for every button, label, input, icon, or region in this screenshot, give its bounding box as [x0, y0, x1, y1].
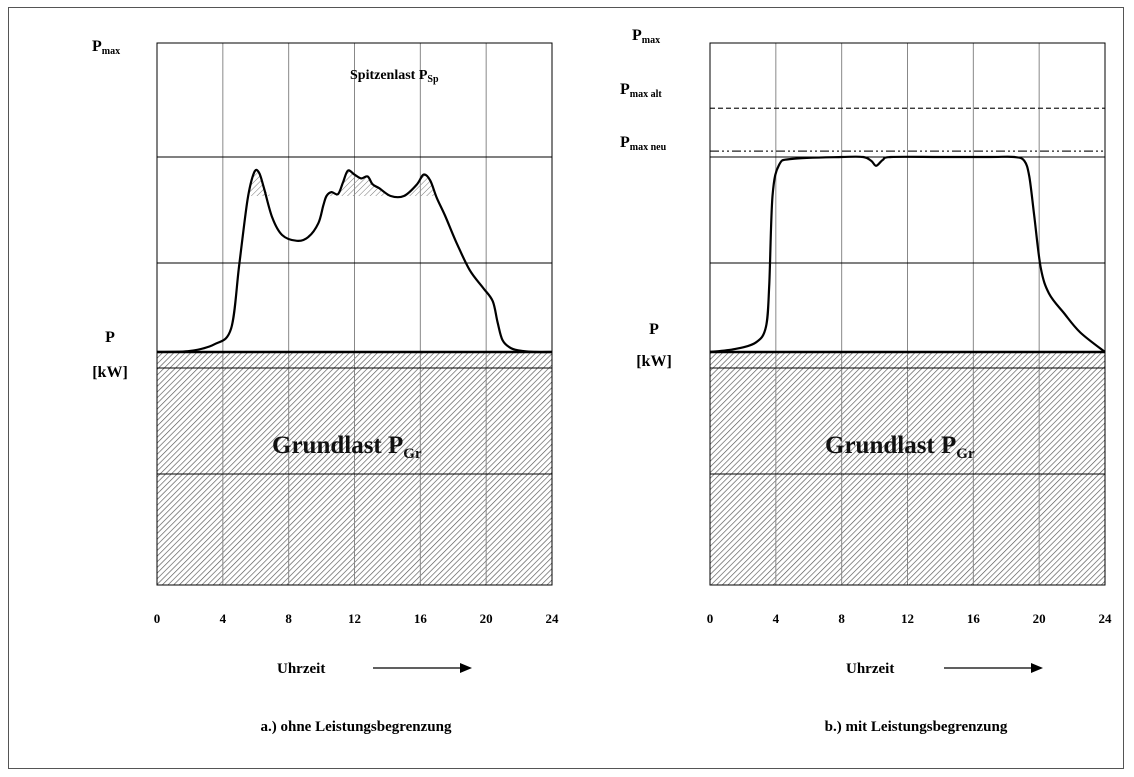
figure-frame: [8, 7, 1124, 769]
unit-label: [kW]: [92, 364, 128, 381]
x-axis-label: Uhrzeit: [277, 661, 325, 677]
axis-arrow: [944, 663, 1043, 673]
p-label: P: [649, 321, 659, 338]
load-curve: [156, 168, 553, 354]
load-curve: [709, 155, 1106, 354]
base-load-label: Grundlast PGr: [825, 432, 975, 462]
grid: [710, 43, 1105, 585]
x-tick-label: 12: [348, 611, 361, 626]
base-load-label: Grundlast PGr: [272, 432, 422, 462]
x-axis-label: Uhrzeit: [846, 661, 894, 677]
x-tick-label: 4: [220, 611, 227, 626]
unit-label: [kW]: [636, 353, 672, 370]
x-tick-label: 0: [707, 611, 714, 626]
x-tick-label: 12: [901, 611, 914, 626]
x-tick-labels: 0 4 8 12 16 20 24: [154, 611, 559, 626]
plot-border: [156, 42, 553, 586]
peak-load-label: Spitzenlast PSp: [350, 68, 439, 85]
x-tick-label: 4: [773, 611, 780, 626]
x-tick-label: 24: [546, 611, 560, 626]
x-tick-label: 0: [154, 611, 161, 626]
x-tick-labels: 0 4 8 12 16 20 24: [707, 611, 1112, 626]
x-tick-label: 16: [967, 611, 981, 626]
x-tick-label: 16: [414, 611, 428, 626]
chart-panel-b: Pmax Pmax alt Pmax neu P [kW] Grundlast …: [620, 27, 1112, 735]
pmax-neu-label: Pmax neu: [620, 134, 667, 153]
pmax-alt-label: Pmax alt: [620, 81, 662, 100]
pmax-label: Pmax: [92, 38, 120, 57]
axis-arrow: [373, 663, 472, 673]
caption-b: b.) mit Leistungsbegrenzung: [825, 719, 1008, 735]
x-tick-label: 8: [285, 611, 292, 626]
plot-border: [709, 42, 1106, 586]
p-label: P: [105, 329, 115, 346]
chart-panel-a: Pmax P [kW] Spitzenlast PSp Grundlast PG…: [92, 38, 559, 735]
x-tick-label: 8: [838, 611, 845, 626]
x-tick-label: 20: [480, 611, 493, 626]
pmax-label: Pmax: [632, 27, 660, 46]
x-tick-label: 20: [1033, 611, 1046, 626]
caption-a: a.) ohne Leistungsbegrenzung: [260, 719, 452, 735]
x-tick-label: 24: [1099, 611, 1113, 626]
